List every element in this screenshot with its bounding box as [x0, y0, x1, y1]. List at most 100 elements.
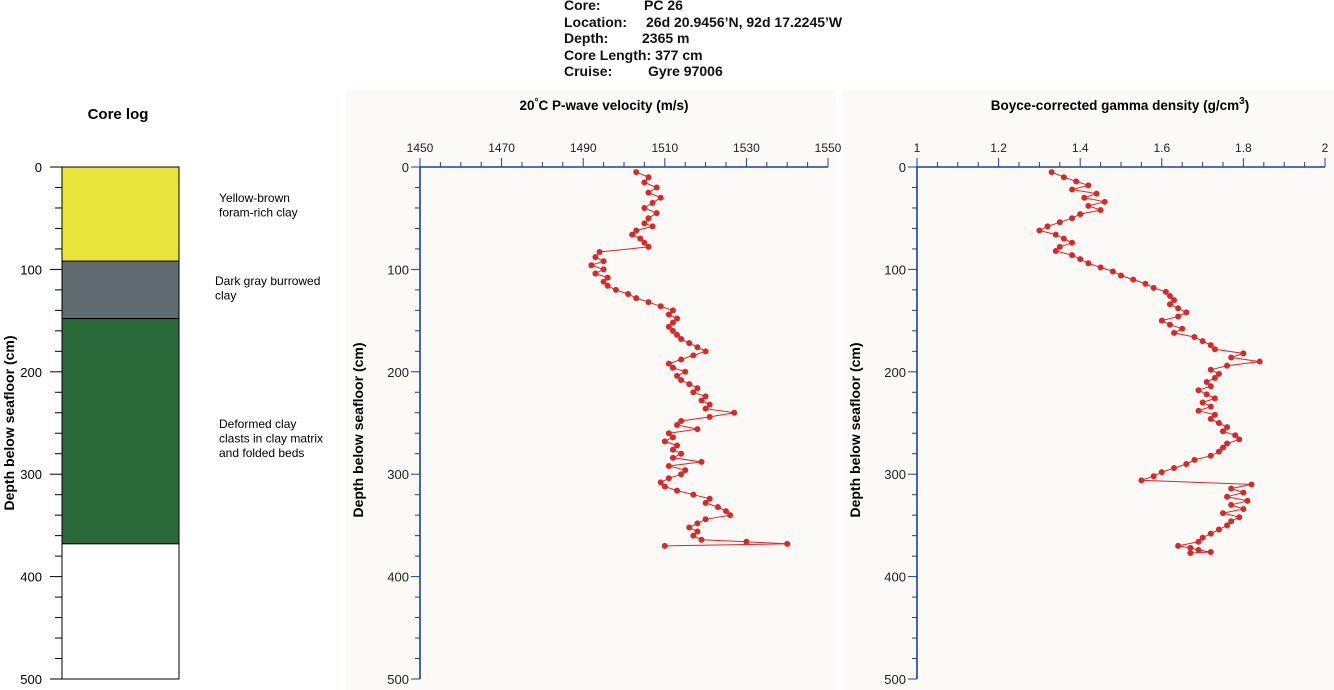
x-tick-label: 1550: [815, 141, 842, 155]
data-point: [1187, 550, 1194, 557]
data-point: [669, 446, 676, 453]
p-wave-title: 20°C P-wave velocity (m/s): [519, 97, 688, 113]
data-point: [723, 508, 729, 515]
data-point: [702, 516, 709, 523]
data-point: [1073, 178, 1080, 185]
data-point: [690, 352, 697, 359]
data-point: [1220, 510, 1226, 517]
core-y-tick-label: 500: [20, 672, 42, 687]
data-point: [661, 483, 668, 490]
data-point: [600, 278, 607, 285]
header-value: PC 26: [644, 0, 683, 13]
data-point: [1236, 436, 1243, 443]
data-point: [694, 385, 701, 392]
data-point: [641, 220, 648, 227]
data-point: [1228, 485, 1235, 492]
data-point: [1097, 207, 1104, 214]
data-point: [674, 315, 681, 322]
core-unit-label: Dark gray burrowed clay: [215, 274, 320, 303]
data-point: [1069, 239, 1076, 246]
data-point: [657, 479, 664, 486]
data-point: [657, 303, 664, 310]
data-point: [641, 204, 648, 211]
data-point: [1052, 247, 1059, 254]
data-point: [743, 538, 750, 545]
data-point: [1166, 293, 1173, 300]
data-point: [641, 239, 648, 246]
data-point: [1195, 387, 1202, 394]
data-point: [694, 426, 701, 433]
data-point: [588, 262, 595, 269]
y-tick-label: 500: [884, 672, 906, 687]
data-point: [1215, 370, 1222, 377]
p-wave-y-axis-label: Depth below seafloor (cm): [350, 342, 366, 517]
data-point: [1183, 309, 1190, 316]
core-unit-label-line: clay: [215, 289, 236, 303]
data-point: [1211, 374, 1218, 381]
data-point: [653, 184, 660, 191]
data-point: [1228, 501, 1235, 508]
title-text: Boyce-corrected gamma density (g/cm: [991, 98, 1239, 113]
data-point: [698, 458, 705, 465]
gamma-title: Boyce-corrected gamma density (g/cm3): [991, 96, 1249, 113]
gamma-plot-background: [842, 90, 1334, 690]
data-point: [678, 450, 685, 457]
x-tick-label: 1530: [733, 141, 760, 155]
data-point: [1130, 276, 1137, 283]
y-tick-label: 300: [387, 467, 409, 482]
data-point: [674, 487, 681, 494]
core-y-axis-label: Depth below seafloor (cm): [1, 335, 17, 510]
data-point: [1240, 506, 1247, 513]
data-point: [669, 454, 676, 461]
data-point: [694, 344, 701, 351]
data-point: [1207, 530, 1214, 537]
data-point: [1228, 354, 1235, 361]
data-point: [1056, 243, 1063, 250]
data-point: [1158, 317, 1165, 324]
data-point: [1207, 549, 1214, 556]
data-point: [649, 199, 656, 206]
data-point: [1211, 395, 1218, 402]
x-tick-label: 1490: [570, 141, 597, 155]
data-point: [1215, 448, 1222, 455]
core-unit-label-line: foram-rich clay: [219, 206, 298, 220]
title-degree: °: [534, 97, 538, 108]
data-point: [1195, 407, 1202, 414]
data-point: [678, 471, 685, 478]
data-point: [1166, 301, 1173, 308]
data-point: [604, 282, 611, 289]
y-tick-label: 200: [387, 365, 409, 380]
core-unit-label-line: and folded beds: [219, 446, 304, 460]
data-point: [1215, 420, 1222, 426]
y-tick-label: 500: [387, 672, 409, 687]
data-point: [1118, 272, 1124, 279]
data-point: [1203, 391, 1210, 398]
data-point: [1056, 219, 1063, 226]
data-point: [698, 397, 705, 404]
x-tick-label: 1.6: [1153, 141, 1170, 155]
data-point: [1224, 362, 1231, 369]
data-point: [702, 393, 709, 400]
data-point: [645, 174, 652, 181]
core-unit-label-line: Yellow-brown: [219, 191, 290, 205]
data-point: [661, 438, 668, 445]
x-tick-label: 1.4: [1072, 141, 1089, 155]
data-point: [694, 520, 701, 527]
data-point: [1224, 440, 1231, 447]
data-point: [678, 356, 685, 363]
data-point: [629, 231, 636, 238]
y-tick-label: 0: [402, 160, 409, 175]
y-tick-label: 0: [899, 160, 906, 175]
p-wave-plot-background: [346, 90, 836, 690]
data-point: [1081, 194, 1088, 201]
data-point: [714, 503, 721, 510]
header-value: 2365 m: [642, 30, 690, 46]
data-point: [1179, 325, 1186, 332]
y-tick-label: 200: [884, 365, 906, 380]
data-point: [678, 376, 685, 383]
core-y-tick-label: 100: [20, 262, 42, 277]
data-point: [674, 372, 681, 379]
data-point: [1207, 342, 1214, 349]
core-unit-label: Yellow-brown foram-rich clay: [219, 191, 298, 220]
data-point: [706, 495, 713, 502]
